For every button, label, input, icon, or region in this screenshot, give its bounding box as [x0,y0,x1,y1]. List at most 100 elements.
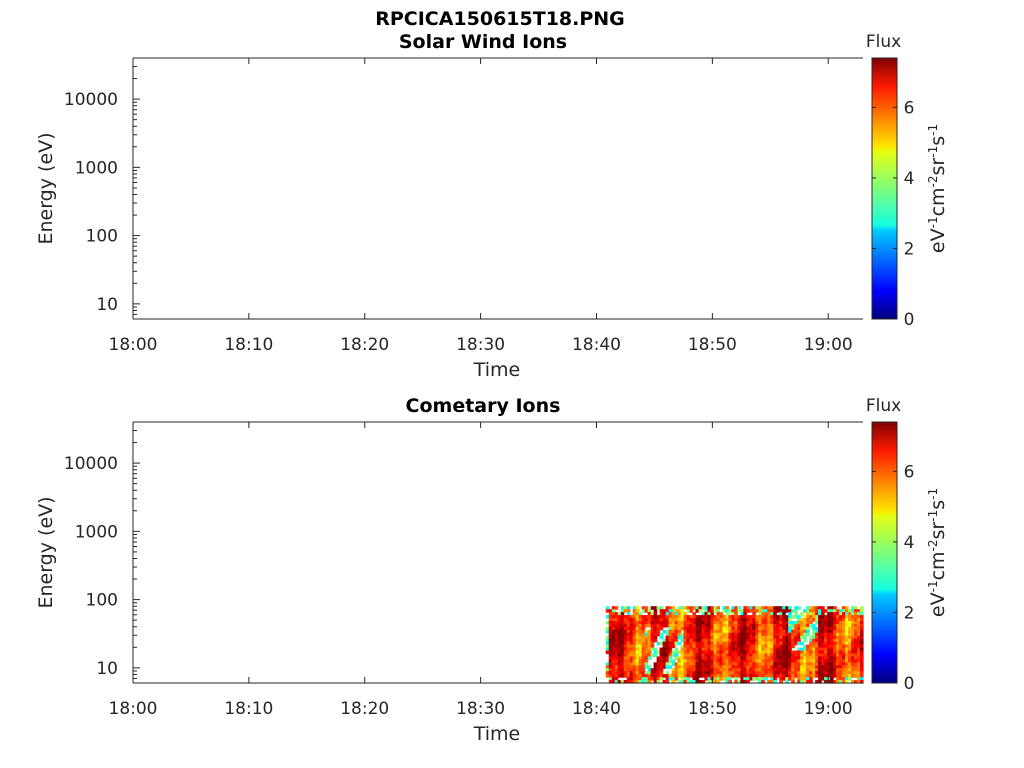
heatmap-cell [614,644,619,649]
heatmap-cell [782,606,786,610]
heatmap-cell [710,623,715,628]
heatmap-cell [839,653,843,658]
heatmap-cell [842,674,846,678]
heatmap-cell [842,647,846,652]
heatmap-cell [845,638,849,643]
heatmap-cell [707,612,712,616]
heatmap-cell [767,659,771,663]
heatmap-cell [827,665,831,669]
heatmap-cell [716,677,721,681]
heatmap-cell [851,656,855,660]
heatmap-cell [779,644,783,649]
heatmap-cell [845,615,849,619]
heatmap-cell [647,609,652,613]
heatmap-cell [659,662,664,666]
heatmap-cell [755,662,759,666]
heatmap-cell [710,638,715,643]
heatmap-cell [776,623,780,628]
heatmap-cell [818,632,822,637]
heatmap-cell [677,650,682,655]
heatmap-cell [629,638,634,643]
heatmap-cell [656,618,661,622]
heatmap-cell [776,659,780,663]
heatmap-cell [713,623,718,628]
heatmap-cell [683,668,688,672]
heatmap-cell [776,629,780,634]
heatmap-cell [632,629,637,634]
heatmap-cell [695,647,700,652]
heatmap-cell [839,612,843,616]
heatmap-cell [749,653,753,658]
heatmap-cell [662,615,667,619]
heatmap-cell [803,665,807,669]
heatmap-cell [650,674,655,678]
heatmap-cell [827,632,831,637]
heatmap-cell [722,620,727,625]
heatmap-cell [827,680,831,684]
heatmap-cell [839,674,843,678]
heatmap-cell [677,641,682,646]
heatmap-cell [758,606,762,610]
heatmap-cell [779,623,783,628]
heatmap-cell [686,677,691,681]
heatmap-cell [740,650,744,655]
heatmap-cell [629,618,634,622]
heatmap-cell [737,609,741,613]
heatmap-cell [626,618,631,622]
heatmap-cell [851,635,855,640]
heatmap-cell [839,638,843,643]
heatmap-cell [746,680,750,684]
heatmap-cell [842,665,846,669]
heatmap-cell [644,620,649,625]
heatmap-cell [608,641,613,646]
heatmap-cell [680,674,685,678]
heatmap-cell [848,677,852,681]
heatmap-cell [605,606,610,610]
heatmap-cell [785,650,789,655]
heatmap-cell [740,635,744,640]
heatmap-cell [824,671,828,675]
heatmap-cell [791,626,795,631]
heatmap-cell [770,620,774,625]
heatmap-cell [818,665,822,669]
heatmap-cell [839,668,843,672]
heatmap-cell [821,612,825,616]
heatmap-cell [674,612,679,616]
heatmap-cell [608,629,613,634]
heatmap-cell [728,620,732,625]
heatmap-cell [698,641,703,646]
heatmap-cell [731,665,735,669]
heatmap-cell [701,635,706,640]
heatmap-cell [671,650,676,655]
heatmap-cell [632,650,637,655]
heatmap-cell [797,647,801,652]
heatmap-cell [710,662,715,666]
heatmap-cell [704,668,709,672]
heatmap-cell [644,615,649,619]
heatmap-cell [647,623,652,628]
heatmap-cell [845,647,849,652]
heatmap-cell [758,650,762,655]
heatmap-cell [677,626,682,631]
heatmap-cell [638,618,643,622]
heatmap-cell [740,638,744,643]
heatmap-cell [743,609,747,613]
heatmap-cell [653,618,658,622]
heatmap-cell [791,653,795,658]
heatmap-cell [806,632,810,637]
heatmap-cell [635,659,640,663]
heatmap-cell [848,653,852,658]
heatmap-cell [665,635,670,640]
heatmap-cell [674,609,679,613]
heatmap-cell [779,674,783,678]
heatmap-cell [710,650,715,655]
heatmap-cell [734,671,738,675]
heatmap-cell [782,665,786,669]
heatmap-cell [797,620,801,625]
heatmap-cell [632,620,637,625]
heatmap-cell [815,618,819,622]
heatmap-cell [689,647,694,652]
heatmap-cell [704,638,709,643]
heatmap-cell [791,659,795,663]
heatmap-cell [647,665,652,669]
